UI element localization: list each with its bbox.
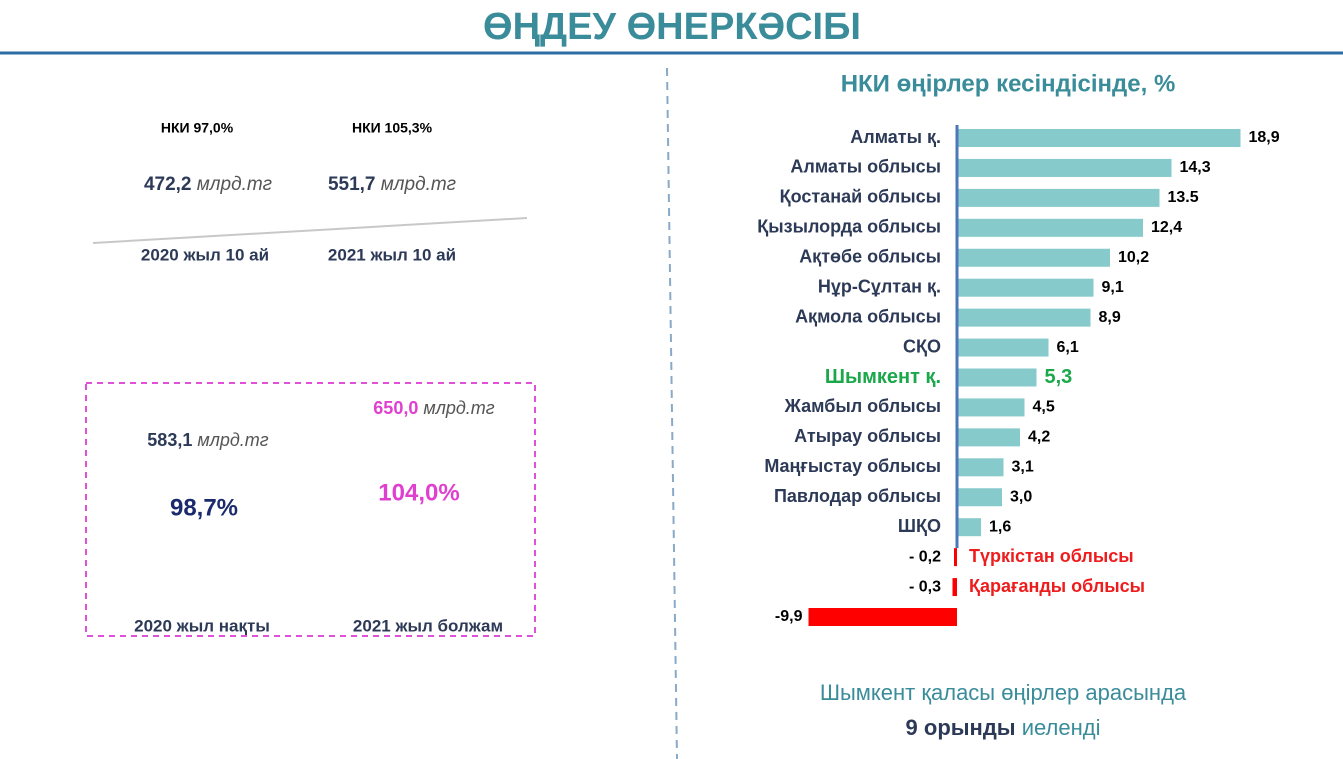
nki: НКИ 97,0% [161,120,234,136]
bar [957,129,1241,147]
value-label: 3,1 [1012,459,1034,476]
amount: 472,2 млрд.тг [144,174,272,195]
bar [957,518,981,537]
category-label: Ақмола облысы [795,306,941,326]
bar [957,458,1004,477]
period: 2021 жыл 10 ай [328,245,456,264]
unit: млрд.тг [381,174,456,195]
category-label: ШҚО [898,516,941,536]
rank: 9 орынды [906,715,1016,740]
value-label: 12,4 [1151,219,1182,236]
value-label: 14,3 [1180,159,1211,176]
percent: 98,7% [170,494,238,521]
label: 2020 жыл нақты [134,616,270,635]
category-label: Алматы облысы [790,157,941,177]
category-label: Қызылорда облысы [757,217,941,237]
chart: 18,9 Алматы қ. 14,3 Алматы облысы 13.5 Қостан… [757,125,1280,626]
unit: млрд.тг [197,430,268,450]
amount: 583,1 млрд.тг [147,430,269,450]
bar [957,368,1037,387]
footer-rest: иеленді [1022,715,1101,740]
bar [957,248,1110,267]
category-label: Қостанай облысы [780,187,941,207]
value-label: - 0,2 [909,548,941,565]
value-label: 10,2 [1118,249,1149,266]
amount-value: 472,2 [144,174,192,195]
category-label: Нұр-Сұлтан қ. [818,276,941,296]
rule [92,217,528,244]
value-label: 1,6 [989,518,1011,535]
category-label: Павлодар облысы [774,486,941,506]
value-label: 9,1 [1102,279,1124,296]
amount-value: 650,0 [373,398,418,418]
bar [952,578,957,597]
bar [957,428,1020,447]
bar [954,548,957,567]
nki: НКИ 105,3% [352,120,433,136]
label: 2021 жыл болжам [353,616,503,635]
category-label: Жамбыл облысы [784,396,941,416]
bar [957,398,1025,417]
title: ӨҢДЕУ ӨНЕРКӘСІБІ [483,6,861,48]
category-label: Шымкент қ. [825,366,941,388]
value-label: 3,0 [1010,488,1032,505]
period: 2020 жыл 10 ай [141,245,269,264]
value-label: 13.5 [1168,189,1199,206]
category-label: Түркістан облысы [969,546,1134,566]
amount: 551,7 млрд.тг [328,174,456,195]
value-label: 18,9 [1249,129,1280,146]
amount: 650,0 млрд.тг [373,398,495,418]
bar [957,158,1172,177]
value-label: -9,9 [775,608,803,625]
percent: 104,0% [378,479,459,506]
bar [957,488,1002,507]
value-label: - 0,3 [909,578,941,595]
amount-value: 551,7 [328,174,376,195]
bar [957,338,1049,357]
forecast-box [85,382,536,637]
unit: млрд.тг [423,398,494,418]
category-label: Маңғыстау облысы [764,456,941,476]
category-label: Ақтөбе облысы [799,247,941,267]
category-label: Атырау облысы [794,426,941,446]
bar [808,608,957,626]
unit: млрд.тг [197,174,272,195]
category-label: СҚО [903,336,941,356]
footer: Шымкент қаласы өңірлер арасында [820,680,1187,705]
footer: 9 орынды иеленді [906,715,1101,740]
bar [957,218,1143,237]
bar [957,308,1091,327]
divider [666,67,678,759]
value-label: 6,1 [1057,339,1079,356]
bar [957,188,1160,207]
value-label: 5,3 [1045,366,1073,388]
value-label: 4,2 [1028,429,1050,446]
chart-title: НКИ өңірлер кесіндісінде, % [841,70,1176,97]
value-label: 8,9 [1099,309,1121,326]
value-label: 4,5 [1033,399,1055,416]
category-label: Алматы қ. [850,127,941,147]
amount-value: 583,1 [147,430,192,450]
bar [957,278,1094,297]
category-label: Қарағанды облысы [969,576,1145,596]
